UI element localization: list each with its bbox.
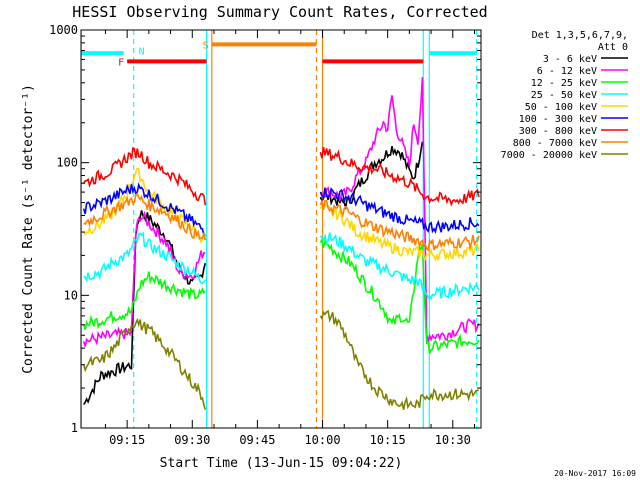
y-tick-label-1: 10 [64, 288, 78, 302]
y-tick-label-0: 1 [71, 421, 78, 435]
x-tick-label-5: 10:30 [435, 433, 471, 447]
chart-title: HESSI Observing Summary Count Rates, Cor… [72, 3, 487, 21]
status-bar-label-2: S [203, 40, 209, 51]
legend-label-7: 800 - 7000 keV [513, 138, 597, 149]
legend-label-3: 25 - 50 keV [531, 90, 597, 101]
x-tick-label-2: 09:45 [239, 433, 275, 447]
legend-label-8: 7000 - 20000 keV [501, 150, 597, 161]
legend-header-1: Att 0 [598, 42, 628, 53]
series-line-3 [83, 231, 480, 301]
x-axis-label: Start Time (13-Jun-15 09:04:22) [160, 456, 403, 471]
legend-label-4: 50 - 100 keV [525, 102, 597, 113]
x-tick-label-1: 09:30 [174, 433, 210, 447]
series-line-2 [82, 237, 480, 354]
legend-label-5: 100 - 300 keV [519, 114, 597, 125]
status-divider-lines [81, 30, 478, 428]
legend-label-1: 6 - 12 keV [537, 66, 597, 77]
series-line-1 [82, 77, 480, 347]
series-layer [82, 77, 480, 410]
y-axis: 1 10 100 1000 [49, 23, 481, 435]
series-line-5 [82, 182, 480, 236]
status-bar-label-1: F [118, 57, 124, 68]
legend-label-2: 12 - 25 keV [531, 78, 597, 89]
y-axis-label: Corrected Count Rate (s⁻¹ detector⁻¹) [21, 84, 36, 374]
series-line-6 [83, 146, 480, 207]
legend-label-6: 300 - 800 keV [519, 126, 597, 137]
y-tick-label-3: 1000 [49, 23, 78, 37]
status-marker-N: N [139, 47, 145, 58]
series-line-4 [83, 167, 480, 262]
y-tick-label-2: 100 [56, 156, 78, 170]
series-line-7 [83, 192, 480, 252]
legend-label-0: 3 - 6 keV [543, 54, 597, 65]
x-axis: 09:15 09:30 09:45 10:00 10:15 10:30 [104, 30, 475, 447]
x-tick-label-3: 10:00 [304, 433, 340, 447]
x-tick-label-0: 09:15 [109, 433, 145, 447]
series-line-8 [82, 309, 479, 410]
footer-timestamp: 20-Nov-2017 16:09 [554, 469, 636, 478]
status-bars: F S N [81, 40, 477, 68]
plot-frame [80, 29, 482, 429]
legend-header-0: Det 1,3,5,6,7,9, [532, 30, 628, 41]
x-tick-label-4: 10:15 [370, 433, 406, 447]
